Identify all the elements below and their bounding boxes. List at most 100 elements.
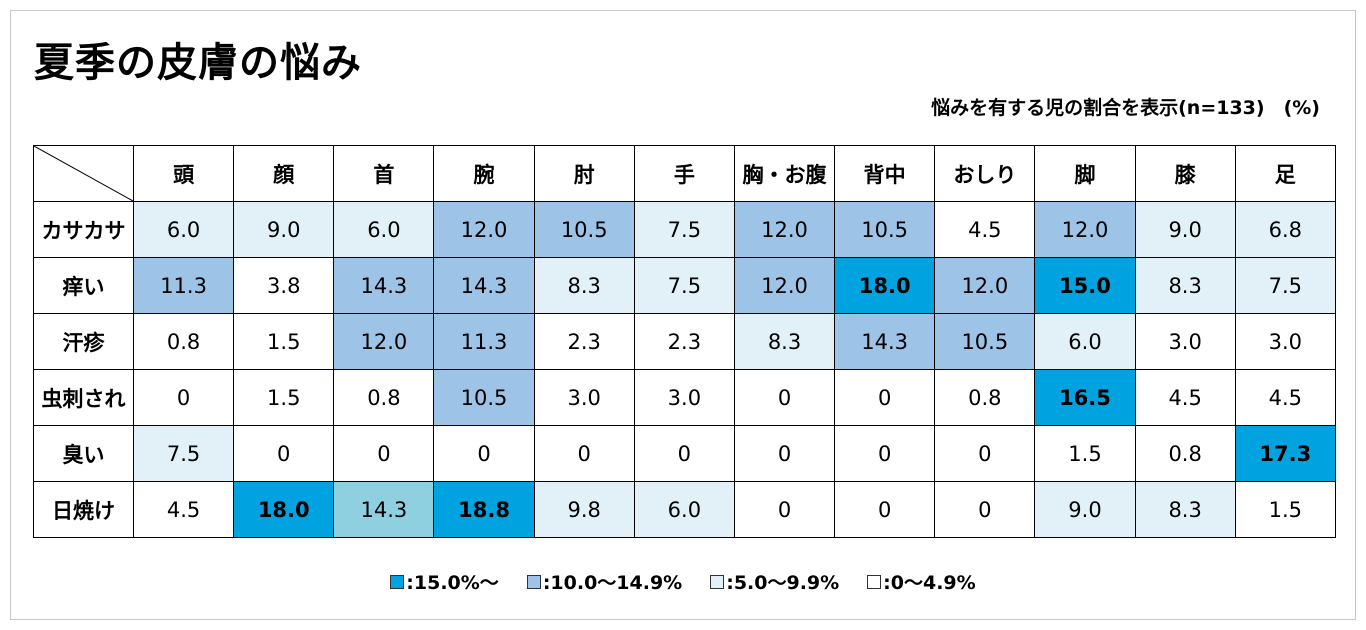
- legend-label-mid: :10.0～14.9%: [542, 572, 683, 594]
- table-cell: 0.8: [934, 369, 1036, 426]
- legend-item-mid: :10.0～14.9%: [526, 568, 683, 595]
- table-cell: 0.8: [1134, 425, 1236, 482]
- table-cell: 18.0: [233, 481, 335, 538]
- legend-swatch-none: [867, 574, 882, 589]
- legend-label-low: :5.0～9.9%: [726, 572, 840, 594]
- table-cell: 0: [633, 425, 735, 482]
- table-cell: 12.0: [333, 313, 435, 370]
- table-cell: 0: [733, 425, 836, 482]
- column-header: 足: [1234, 145, 1336, 202]
- table-cell: 6.8: [1234, 201, 1336, 258]
- table-cell: 0: [934, 481, 1036, 538]
- legend-swatch-low: [710, 574, 725, 589]
- column-header: 膝: [1134, 145, 1236, 202]
- table-cell: 0.8: [132, 313, 235, 370]
- table-cell: 4.5: [934, 201, 1036, 258]
- table-cell: 14.3: [834, 313, 936, 370]
- table-cell: 0: [834, 425, 936, 482]
- table-cell: 17.3: [1234, 425, 1336, 482]
- table-cell: 1.5: [233, 369, 335, 426]
- table-cell: 6.0: [1034, 313, 1136, 370]
- table-cell: 3.0: [1234, 313, 1336, 370]
- table-cell: 0: [733, 369, 836, 426]
- table-row: 汗疹 0.8 1.5 12.0 11.3 2.3 2.3 8.3 14.3 10.5 6.0 3.0 3…: [33, 313, 1336, 370]
- table-cell: 18.0: [834, 257, 936, 314]
- table-cell: 0: [533, 425, 635, 482]
- corner-cell: [33, 145, 134, 202]
- table-cell: 8.3: [733, 313, 836, 370]
- data-table: 頭 顔 首 腕 肘 手 胸・お腹 背中 おしり 脚 膝 足 カサカサ 6.0 9.0…: [33, 145, 1336, 538]
- table-cell: 7.5: [633, 257, 735, 314]
- sample-note: 悩みを有する児の割合を表示(n=133) (%): [931, 97, 1320, 119]
- table-cell: 10.5: [934, 313, 1036, 370]
- legend-label-none: :0～4.9%: [883, 572, 976, 594]
- table-cell: 6.0: [333, 201, 435, 258]
- legend: :15.0%～ :10.0～14.9% :5.0～9.9% :0～4.9%: [0, 568, 1366, 595]
- table-cell: 1.5: [233, 313, 335, 370]
- table-cell: 0: [834, 481, 936, 538]
- table-cell: 11.3: [433, 313, 535, 370]
- table-cell: 12.0: [934, 257, 1036, 314]
- table-cell: 18.8: [433, 481, 535, 538]
- table-cell: 2.3: [533, 313, 635, 370]
- table-cell: 9.8: [533, 481, 635, 538]
- table-cell: 14.3: [333, 481, 435, 538]
- table-cell: 12.0: [733, 201, 836, 258]
- table-cell: 9.0: [1134, 201, 1236, 258]
- table-cell: 7.5: [132, 425, 235, 482]
- table-cell: 15.0: [1034, 257, 1136, 314]
- row-header: 痒い: [33, 257, 134, 314]
- table-cell: 10.5: [533, 201, 635, 258]
- column-header: 手: [633, 145, 735, 202]
- table-cell: 9.0: [233, 201, 335, 258]
- table-cell: 0: [333, 425, 435, 482]
- table-cell: 14.3: [433, 257, 535, 314]
- table-cell: 0: [934, 425, 1036, 482]
- diagonal-line: [34, 146, 133, 201]
- legend-item-high: :15.0%～: [390, 568, 499, 595]
- legend-swatch-mid: [526, 574, 541, 589]
- table-cell: 6.0: [132, 201, 235, 258]
- column-header: 背中: [834, 145, 936, 202]
- table-body: カサカサ 6.0 9.0 6.0 12.0 10.5 7.5 12.0 10.5 4.5 12.0 9…: [33, 201, 1336, 538]
- table-cell: 0.8: [333, 369, 435, 426]
- legend-swatch-high: [390, 574, 405, 589]
- table-cell: 8.3: [1134, 481, 1236, 538]
- table-cell: 6.0: [633, 481, 735, 538]
- row-header: 日焼け: [33, 481, 134, 538]
- column-header: 腕: [433, 145, 535, 202]
- column-header: おしり: [934, 145, 1036, 202]
- table-cell: 1.5: [1234, 481, 1336, 538]
- table-cell: 1.5: [1034, 425, 1136, 482]
- table-cell: 16.5: [1034, 369, 1136, 426]
- table-cell: 4.5: [132, 481, 235, 538]
- table-cell: 7.5: [633, 201, 735, 258]
- table-cell: 2.3: [633, 313, 735, 370]
- table-cell: 3.0: [1134, 313, 1236, 370]
- table-cell: 0: [433, 425, 535, 482]
- column-header: 肘: [533, 145, 635, 202]
- table-cell: 8.3: [1134, 257, 1236, 314]
- legend-item-none: :0～4.9%: [867, 568, 976, 595]
- table-cell: 10.5: [433, 369, 535, 426]
- table-cell: 12.0: [1034, 201, 1136, 258]
- table-row: カサカサ 6.0 9.0 6.0 12.0 10.5 7.5 12.0 10.5 4.5 12.0 9…: [33, 201, 1336, 258]
- legend-label-high: :15.0%～: [406, 572, 499, 594]
- table-cell: 0: [132, 369, 235, 426]
- row-header: 虫刺され: [33, 369, 134, 426]
- table-cell: 0: [233, 425, 335, 482]
- table-row: 日焼け 4.5 18.0 14.3 18.8 9.8 6.0 0 0 0 9.0 8.3 1.5: [33, 481, 1336, 538]
- table-row: 痒い 11.3 3.8 14.3 14.3 8.3 7.5 12.0 18.0 12.0 15.0 8…: [33, 257, 1336, 314]
- table-cell: 0: [834, 369, 936, 426]
- row-header: カサカサ: [33, 201, 134, 258]
- chart-frame: [10, 10, 1356, 620]
- table-cell: 4.5: [1234, 369, 1336, 426]
- table-cell: 12.0: [433, 201, 535, 258]
- table-cell: 8.3: [533, 257, 635, 314]
- row-header: 汗疹: [33, 313, 134, 370]
- column-header: 胸・お腹: [733, 145, 836, 202]
- column-header: 首: [333, 145, 435, 202]
- column-header: 頭: [132, 145, 235, 202]
- chart-title: 夏季の皮膚の悩み: [34, 40, 362, 86]
- table-cell: 10.5: [834, 201, 936, 258]
